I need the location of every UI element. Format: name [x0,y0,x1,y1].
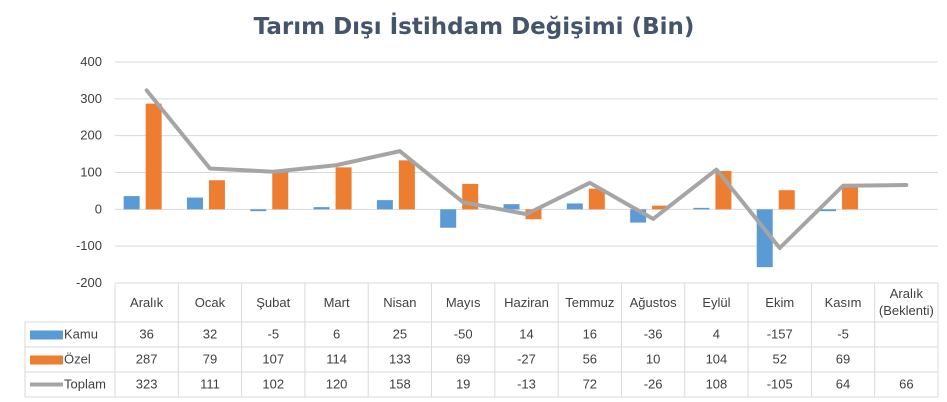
data-table: Aralık Ocak Şubat Mart Nisan Mayıs Haziran Temm… [24,282,939,398]
data-label: 16 [583,327,597,342]
data-label: 104 [706,352,728,367]
x-category-label: Haziran [504,295,549,310]
y-tick-label: 300 [80,91,102,106]
data-label: -157 [767,327,793,342]
bar-zel-6 [525,209,542,220]
bar-kamu-3 [313,207,330,210]
data-label: 111 [200,377,220,392]
data-label: 72 [583,377,597,392]
bar-zel-10 [778,190,795,210]
data-label: 69 [836,352,850,367]
data-label: 69 [456,352,470,367]
data-label: 6 [333,327,340,342]
x-category-label: Ağustos [630,295,677,310]
bar-kamu-0 [123,196,140,210]
bar-kamu-6 [503,204,520,210]
data-label: 108 [706,377,728,392]
bar-zel-1 [208,180,225,210]
bar-zel-2 [272,169,289,210]
data-label: 107 [262,352,284,367]
legend-label: Kamu [64,327,98,342]
data-label: -5 [267,327,279,342]
line-series-toplam [144,88,909,251]
legend-label: Toplam [64,377,106,392]
x-category-label: Mart [324,295,350,310]
data-label: 287 [136,352,158,367]
bar-zel-7 [588,188,605,210]
data-label: 120 [326,377,348,392]
legend-key-kamu [30,330,63,340]
total-line [144,88,909,251]
data-label: 79 [203,352,217,367]
bar-zel-4 [398,160,415,210]
data-label: -5 [837,327,849,342]
x-category-label: Nisan [383,295,416,310]
bar-kamu-1 [186,197,203,210]
bar-kamu-2 [250,209,267,212]
x-category-label: (Beklenti) [879,303,934,318]
y-tick-label: 200 [80,128,102,143]
gridlines [115,61,938,284]
data-label: 64 [836,377,850,392]
y-tick-label: -200 [76,275,102,290]
x-category-label: Ocak [195,295,226,310]
data-label: 52 [772,352,786,367]
legend-label: Özel [64,352,91,367]
data-label: 4 [713,327,720,342]
chart-title: Tarım Dışı İstihdam Değişimi (Bin) [254,12,695,40]
data-label: 10 [646,352,660,367]
legend-key-zel [30,355,63,365]
data-label: 323 [136,377,158,392]
x-category-label: Ekim [765,295,794,310]
bar-zel-11 [842,183,859,210]
data-label: 25 [393,327,407,342]
bar-kamu-5 [440,209,457,228]
data-label: 36 [139,327,153,342]
data-label: -26 [644,377,663,392]
bar-zel-8 [652,205,669,210]
y-tick-label: -100 [76,238,102,253]
bar-kamu-7 [566,203,583,210]
data-label: -27 [517,352,536,367]
data-label: 114 [326,352,347,367]
x-category-label: Aralık [130,295,164,310]
data-label: 158 [389,377,411,392]
bar-zel-3 [335,167,352,210]
bar-kamu-11 [820,209,837,212]
y-tick-label: 100 [80,165,102,180]
bars [123,103,859,268]
x-category-label: Eylül [702,295,730,310]
x-category-label: Mayıs [446,295,481,310]
data-label: 102 [262,377,284,392]
x-category-label: Temmuz [565,295,614,310]
bar-kamu-9 [693,207,710,210]
x-category-label: Kasım [825,295,862,310]
x-category-label: Şubat [256,295,290,310]
y-tick-label: 400 [80,54,102,69]
data-label: -105 [767,377,793,392]
data-label: 56 [583,352,597,367]
data-label: 32 [203,327,217,342]
y-tick-label: 0 [95,201,102,216]
bar-kamu-4 [376,200,393,210]
data-label: -36 [644,327,663,342]
data-label: 19 [456,377,470,392]
data-label: -50 [454,327,473,342]
bar-zel-0 [145,103,162,210]
data-label: 14 [519,327,533,342]
data-label: 133 [389,352,411,367]
data-label: -13 [517,377,536,392]
data-label: 66 [899,377,913,392]
x-category-label: Aralık [890,286,924,301]
y-axis-ticks: 400 300 200 100 0 -100 -200 [76,54,102,290]
